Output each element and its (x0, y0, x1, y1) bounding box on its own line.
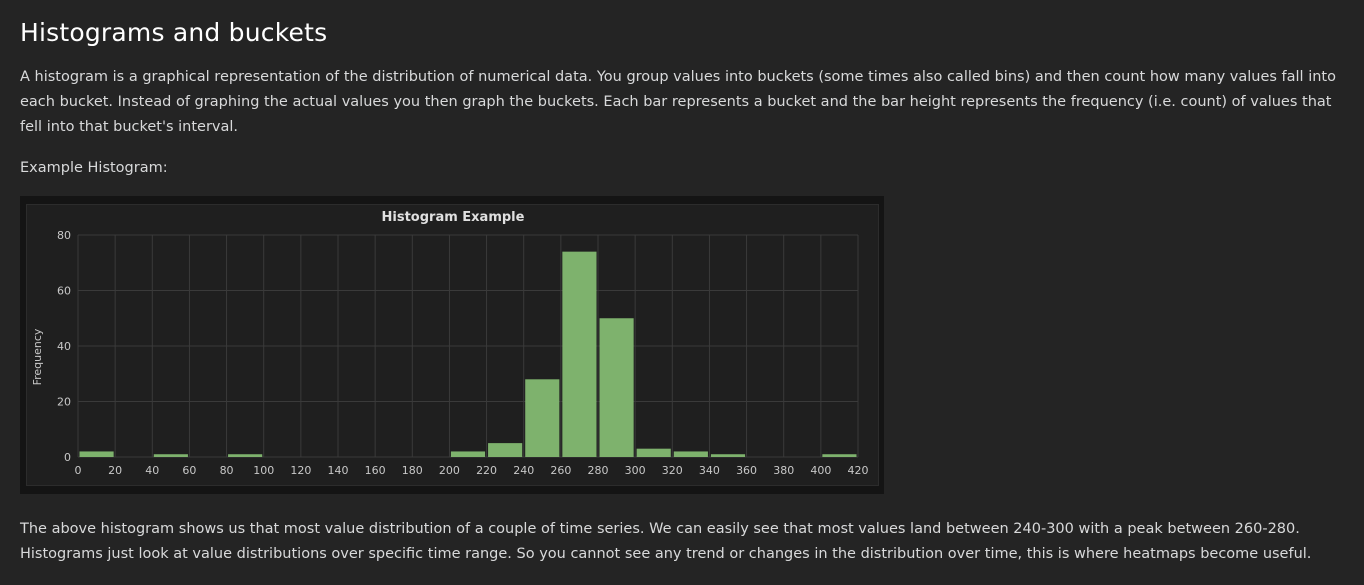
histogram-bar (673, 451, 708, 457)
y-tick-label: 40 (57, 340, 71, 353)
x-tick-label: 240 (513, 464, 534, 477)
x-tick-label: 20 (108, 464, 122, 477)
histogram-bar (525, 379, 560, 457)
histogram-bars (79, 251, 857, 457)
y-axis-ticks: 0 20 40 60 80 (57, 229, 71, 464)
histogram-bar (79, 451, 114, 457)
histogram-bar (822, 454, 857, 457)
histogram-bar (228, 454, 263, 457)
histogram-figure: Histogram Example Frequency 0 20 40 60 80 100… (20, 196, 884, 494)
x-tick-label: 40 (145, 464, 159, 477)
x-axis-ticks: 0 20 40 60 80 100 120 140 160 180 200 220 240 260 280 3… (75, 464, 869, 477)
histogram-bar (153, 454, 188, 457)
x-tick-label: 160 (365, 464, 386, 477)
x-tick-label: 100 (253, 464, 274, 477)
y-tick-label: 60 (57, 285, 71, 298)
example-label: Example Histogram: (20, 160, 168, 176)
x-tick-label: 80 (220, 464, 234, 477)
x-tick-label: 60 (182, 464, 196, 477)
histogram-bar (562, 251, 597, 457)
x-tick-label: 420 (848, 464, 869, 477)
x-tick-label: 140 (328, 464, 349, 477)
histogram-bar (710, 454, 746, 457)
y-axis-label: Frequency (31, 328, 44, 385)
grid-lines (77, 234, 859, 458)
x-tick-label: 200 (439, 464, 460, 477)
x-tick-label: 300 (625, 464, 646, 477)
x-tick-label: 260 (550, 464, 571, 477)
x-tick-label: 280 (588, 464, 609, 477)
page-title: Histograms and buckets (20, 18, 328, 47)
histogram-bar (488, 443, 523, 457)
x-tick-label: 220 (476, 464, 497, 477)
y-tick-label: 80 (57, 229, 71, 242)
x-tick-label: 340 (699, 464, 720, 477)
x-tick-label: 320 (662, 464, 683, 477)
x-tick-label: 380 (773, 464, 794, 477)
histogram-panel: Histogram Example Frequency 0 20 40 60 80 100… (26, 204, 879, 486)
y-tick-label: 0 (64, 451, 71, 464)
x-tick-label: 180 (402, 464, 423, 477)
x-tick-label: 400 (810, 464, 831, 477)
chart-title: Histogram Example (382, 210, 525, 225)
histogram-bar (599, 318, 634, 457)
x-tick-label: 120 (290, 464, 311, 477)
x-tick-label: 360 (736, 464, 757, 477)
histogram-bar (636, 448, 671, 457)
summary-paragraph: The above histogram shows us that most v… (20, 521, 1312, 562)
histogram-chart: Histogram Example Frequency 0 20 40 60 80 100… (31, 210, 869, 477)
histogram-bar (450, 451, 486, 457)
y-tick-label: 20 (57, 396, 71, 409)
x-tick-label: 0 (75, 464, 82, 477)
intro-paragraph: A histogram is a graphical representatio… (20, 69, 1336, 135)
